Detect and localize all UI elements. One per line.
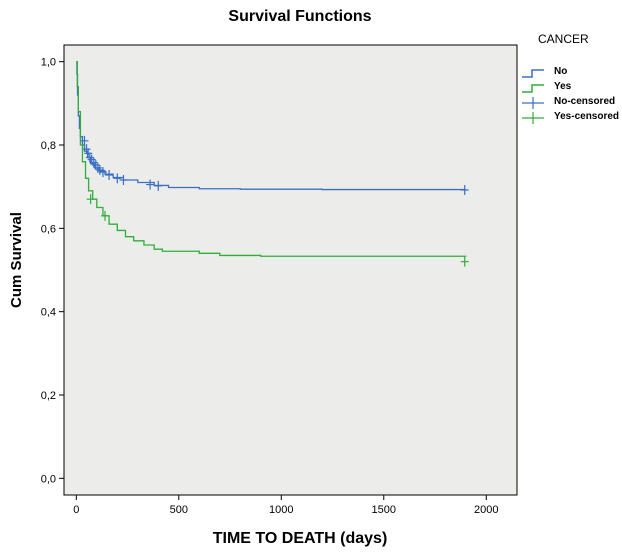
y-axis-label: Cum Survival (8, 212, 25, 308)
censor-mark-yes (100, 210, 109, 221)
series-line-yes (76, 61, 467, 257)
y-tick-label: 0,4 (41, 307, 56, 319)
legend-item-no-censored: No-censored (520, 96, 622, 111)
x-axis-label: TIME TO DEATH (days) (212, 530, 388, 547)
censor-mark-no (98, 167, 107, 178)
legend-swatch-no (522, 69, 544, 78)
y-tick-label: 1,0 (41, 57, 56, 69)
legend-label-no-censored: No-censored (554, 96, 616, 107)
legend-swatch-yes-censored (522, 112, 544, 124)
x-tick-label: 1000 (269, 504, 293, 516)
legend-label-no: No (554, 66, 568, 77)
y-tick-label: 0,8 (41, 140, 56, 152)
x-tick-label: 2000 (474, 504, 498, 516)
censor-mark-no (93, 162, 102, 173)
censor-mark-no (113, 173, 122, 184)
axes-layer: 0,0 0,2 0,4 0,6 0,8 1,0 0 500 1000 1500 2000 (41, 57, 499, 516)
censor-mark-no (154, 180, 163, 191)
x-tick-label: 1500 (372, 504, 396, 516)
censor-mark-no (84, 148, 93, 159)
censor-mark-no (119, 175, 128, 185)
x-tick-label: 500 (170, 504, 188, 516)
censor-mark-no (146, 179, 155, 190)
legend-label-yes-censored: Yes-censored (554, 111, 620, 122)
censor-mark-yes (86, 194, 95, 205)
legend: CANCER No Yes No-censored Y (520, 32, 622, 126)
series-layer (76, 61, 469, 267)
plot-area (63, 44, 518, 496)
y-tick-label: 0,2 (41, 390, 56, 402)
y-tick-label: 0,6 (41, 223, 56, 235)
legend-item-yes-censored: Yes-censored (520, 111, 622, 126)
legend-swatch-no-censored (522, 97, 544, 109)
censor-mark-no (80, 135, 89, 146)
censor-mark-no (105, 170, 114, 180)
censor-mark-no (89, 157, 98, 168)
legend-label-yes: Yes (554, 81, 572, 92)
x-tick-label: 0 (73, 504, 79, 516)
legend-title: CANCER (538, 32, 589, 46)
legend-swatch-yes (522, 84, 544, 93)
censor-mark-no (82, 144, 91, 155)
censor-mark-no (85, 152, 94, 163)
censor-mark-yes (460, 256, 469, 267)
chart-title: Survival Functions (228, 8, 372, 25)
legend-item-yes: Yes (520, 81, 622, 96)
censor-mark-no (460, 185, 469, 195)
y-tick-label: 0,0 (41, 473, 56, 485)
legend-item-no: No (520, 66, 622, 81)
